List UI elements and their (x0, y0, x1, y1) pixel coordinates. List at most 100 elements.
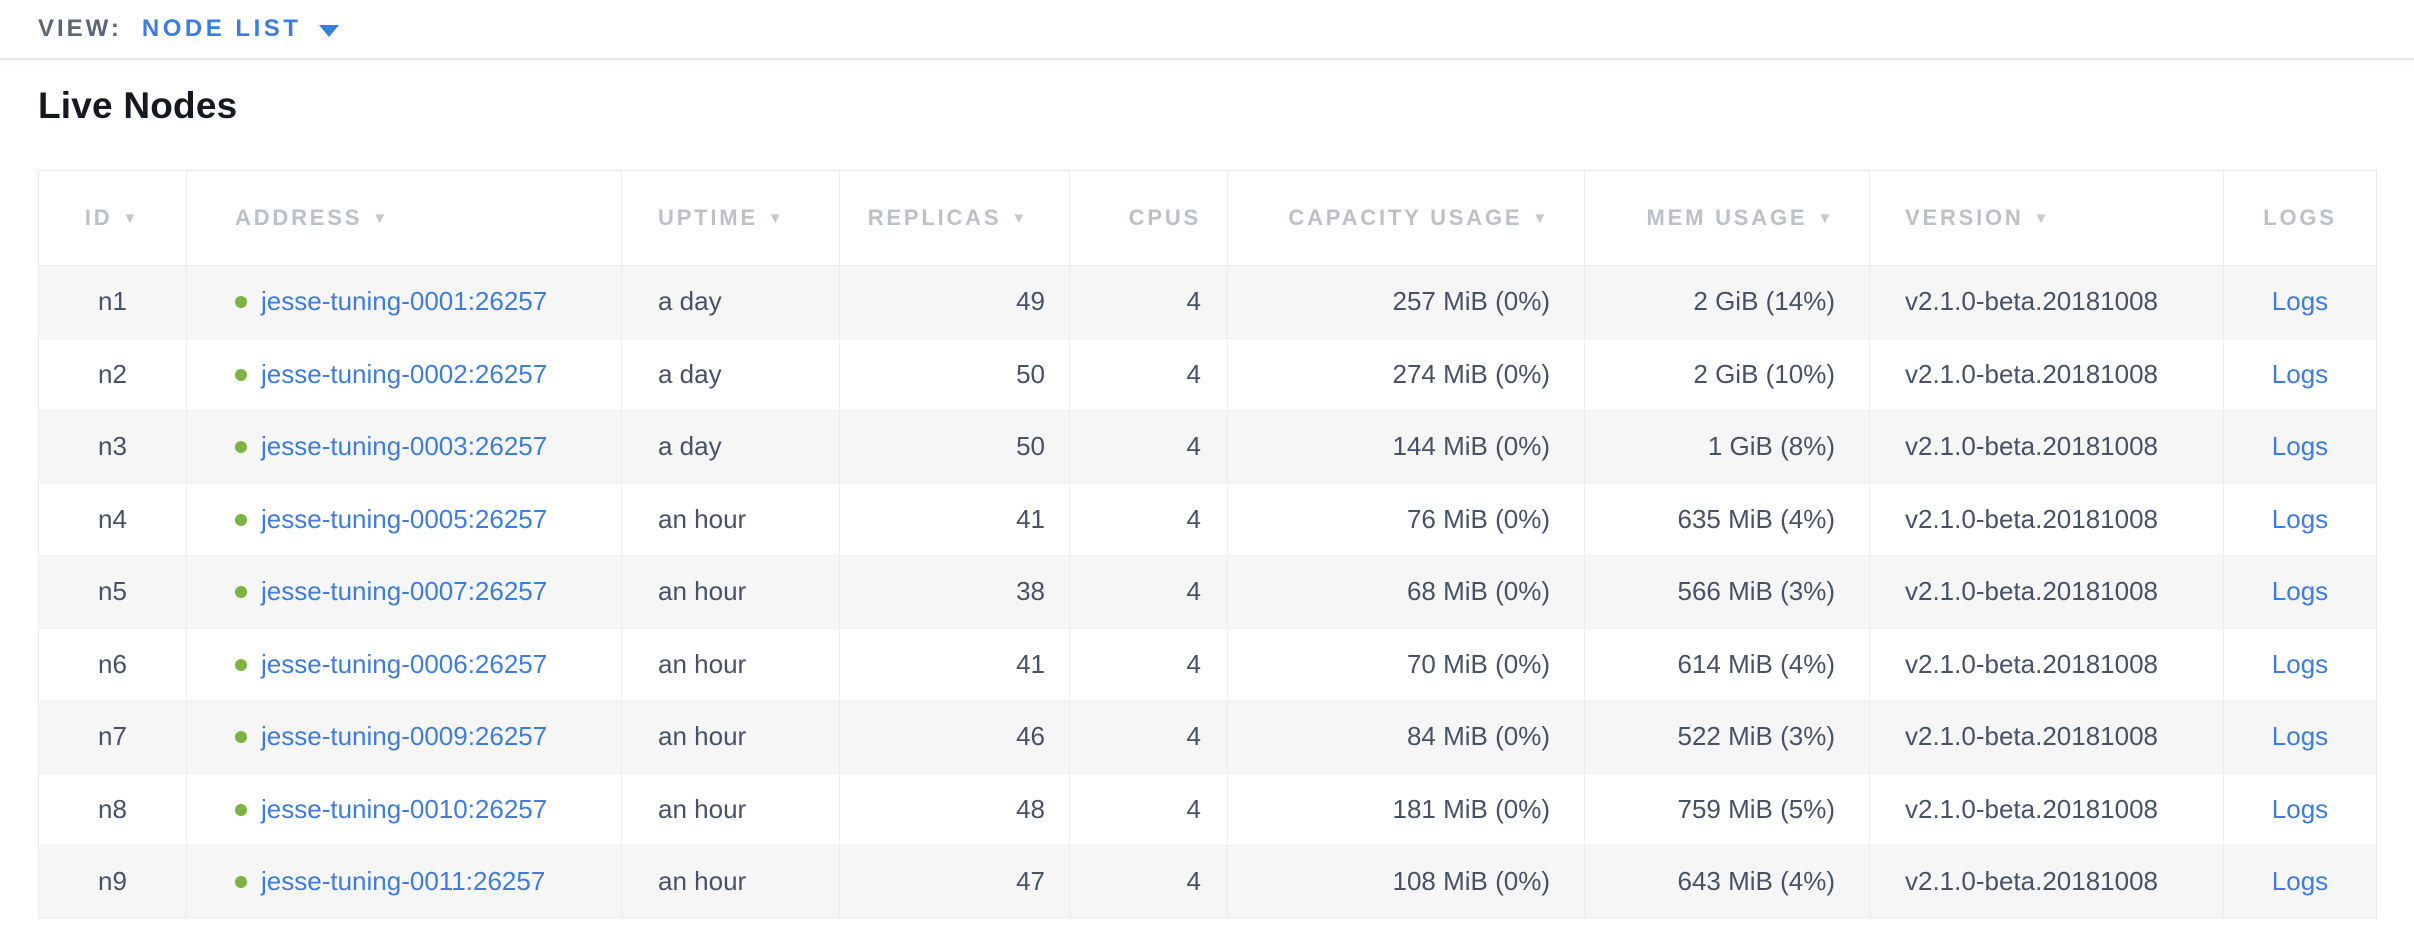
cell-address: jesse-tuning-0006:26257 (186, 628, 622, 701)
cell-uptime: a day (621, 410, 840, 484)
sort-caret-icon: ▼ (2033, 210, 2052, 227)
node-logs-link[interactable]: Logs (2271, 503, 2329, 534)
table-row-n8: n8 jesse-tuning-0010:26257 an hour 48 4 181 M… (38, 773, 2377, 846)
node-logs-link[interactable]: Logs (2271, 576, 2329, 607)
cell-mem: 1 GiB (8%) (1584, 410, 1870, 484)
cell-logs: Logs (2223, 773, 2377, 846)
cell-id: n3 (38, 410, 187, 484)
cell-logs: Logs (2223, 700, 2377, 774)
column-header-logs: LOGS (2223, 170, 2377, 266)
node-address-link[interactable]: jesse-tuning-0005:26257 (261, 503, 548, 534)
cell-mem: 614 MiB (4%) (1584, 628, 1870, 701)
node-address-link[interactable]: jesse-tuning-0010:26257 (261, 793, 548, 824)
cell-version: v2.1.0-beta.20181008 (1869, 845, 2224, 919)
cell-id: n9 (38, 845, 187, 919)
cell-capacity: 70 MiB (0%) (1227, 628, 1585, 701)
cell-address: jesse-tuning-0011:26257 (186, 845, 622, 919)
column-label: CAPACITY USAGE (1288, 205, 1523, 230)
cell-replicas: 50 (839, 410, 1070, 484)
column-header-mem[interactable]: MEM USAGE ▼ (1584, 170, 1870, 266)
node-logs-link[interactable]: Logs (2271, 866, 2329, 897)
cell-capacity: 274 MiB (0%) (1227, 338, 1585, 411)
node-logs-link[interactable]: Logs (2271, 358, 2329, 389)
cell-cpus: 4 (1069, 628, 1228, 701)
column-header-replicas[interactable]: REPLICAS ▼ (839, 170, 1070, 266)
cell-replicas: 38 (839, 555, 1070, 629)
node-logs-link[interactable]: Logs (2271, 431, 2329, 462)
column-header-version[interactable]: VERSION ▼ (1869, 170, 2224, 266)
cell-cpus: 4 (1069, 555, 1228, 629)
cell-replicas: 47 (839, 845, 1070, 919)
column-label: REPLICAS (867, 205, 1002, 230)
view-selector-bar: VIEW: NODE LIST (0, 0, 2414, 60)
cell-cpus: 4 (1069, 845, 1228, 919)
cell-replicas: 50 (839, 338, 1070, 411)
cell-logs: Logs (2223, 483, 2377, 556)
cell-uptime: an hour (621, 555, 840, 629)
view-dropdown[interactable]: NODE LIST (142, 15, 340, 43)
cell-cpus: 4 (1069, 338, 1228, 411)
view-label: VIEW: (38, 15, 122, 42)
node-address-link[interactable]: jesse-tuning-0006:26257 (261, 648, 548, 679)
node-address-link[interactable]: jesse-tuning-0002:26257 (261, 358, 548, 389)
cell-logs: Logs (2223, 265, 2377, 339)
cell-mem: 759 MiB (5%) (1584, 773, 1870, 846)
cell-mem: 522 MiB (3%) (1584, 700, 1870, 774)
caret-down-icon (319, 24, 340, 37)
cell-uptime: an hour (621, 773, 840, 846)
cell-version: v2.1.0-beta.20181008 (1869, 555, 2224, 629)
node-address-link[interactable]: jesse-tuning-0003:26257 (261, 431, 548, 462)
node-address-link[interactable]: jesse-tuning-0011:26257 (261, 866, 546, 897)
cell-logs: Logs (2223, 410, 2377, 484)
cell-capacity: 257 MiB (0%) (1227, 265, 1585, 339)
column-header-id[interactable]: ID ▼ (38, 170, 187, 266)
table-row-n7: n7 jesse-tuning-0009:26257 an hour 46 4 84 Mi… (38, 700, 2377, 774)
node-address-link[interactable]: jesse-tuning-0007:26257 (261, 576, 548, 607)
node-logs-link[interactable]: Logs (2271, 793, 2329, 824)
cell-version: v2.1.0-beta.20181008 (1869, 265, 2224, 339)
column-header-capacity[interactable]: CAPACITY USAGE ▼ (1227, 170, 1585, 266)
column-header-address[interactable]: ADDRESS ▼ (186, 170, 622, 266)
cell-id: n6 (38, 628, 187, 701)
table-row-n2: n2 jesse-tuning-0002:26257 a day 50 4 274 MiB… (38, 338, 2377, 411)
node-address-link[interactable]: jesse-tuning-0009:26257 (261, 721, 548, 752)
cell-uptime: a day (621, 265, 840, 339)
cell-version: v2.1.0-beta.20181008 (1869, 773, 2224, 846)
cell-cpus: 4 (1069, 265, 1228, 339)
cell-uptime: an hour (621, 700, 840, 774)
node-live-status-dot (235, 368, 247, 381)
cell-address: jesse-tuning-0010:26257 (186, 773, 622, 846)
cell-id: n5 (38, 555, 187, 629)
node-logs-link[interactable]: Logs (2271, 721, 2329, 752)
node-live-status-dot (235, 731, 247, 744)
main-content: Live Nodes ID ▼ ADDRESS ▼ UPTIME ▼ REPLICAS ▼ CP… (0, 85, 2414, 919)
sort-caret-icon: ▼ (767, 210, 786, 227)
table-row-n9: n9 jesse-tuning-0011:26257 an hour 47 4 108 M… (38, 845, 2377, 919)
cell-mem: 2 GiB (14%) (1584, 265, 1870, 339)
cell-logs: Logs (2223, 338, 2377, 411)
table-row-n6: n6 jesse-tuning-0006:26257 an hour 41 4 70 Mi… (38, 628, 2377, 701)
column-header-uptime[interactable]: UPTIME ▼ (621, 170, 840, 266)
cell-cpus: 4 (1069, 483, 1228, 556)
cell-logs: Logs (2223, 845, 2377, 919)
node-logs-link[interactable]: Logs (2271, 648, 2329, 679)
cell-id: n8 (38, 773, 187, 846)
sort-caret-icon: ▼ (122, 210, 141, 227)
cell-capacity: 76 MiB (0%) (1227, 483, 1585, 556)
cell-capacity: 84 MiB (0%) (1227, 700, 1585, 774)
node-logs-link[interactable]: Logs (2271, 286, 2329, 317)
cell-mem: 566 MiB (3%) (1584, 555, 1870, 629)
cell-version: v2.1.0-beta.20181008 (1869, 628, 2224, 701)
cell-replicas: 48 (839, 773, 1070, 846)
table-row-n1: n1 jesse-tuning-0001:26257 a day 49 4 257 MiB… (38, 265, 2377, 339)
view-dropdown-value: NODE LIST (141, 15, 302, 42)
sort-caret-icon: ▼ (1817, 210, 1835, 227)
node-live-status-dot (235, 586, 247, 599)
cell-uptime: an hour (621, 483, 840, 556)
node-address-link[interactable]: jesse-tuning-0001:26257 (261, 286, 548, 317)
cell-address: jesse-tuning-0007:26257 (186, 555, 622, 629)
node-live-status-dot (235, 441, 247, 454)
cell-address: jesse-tuning-0003:26257 (186, 410, 622, 484)
cell-mem: 643 MiB (4%) (1584, 845, 1870, 919)
column-label: UPTIME (658, 205, 758, 230)
